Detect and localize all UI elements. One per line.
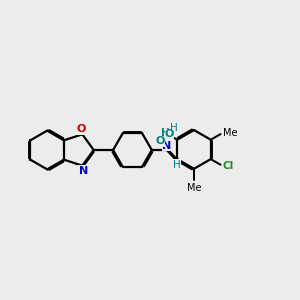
Text: Cl: Cl — [223, 161, 234, 171]
Text: H: H — [173, 160, 181, 170]
Text: Me: Me — [223, 128, 238, 138]
Text: H: H — [170, 123, 178, 133]
Text: H: H — [161, 128, 170, 138]
Text: O: O — [165, 129, 174, 139]
Text: Me: Me — [187, 183, 201, 193]
Text: N: N — [79, 166, 88, 176]
Text: O: O — [77, 124, 86, 134]
Text: O: O — [156, 136, 165, 146]
Text: N: N — [162, 141, 172, 151]
